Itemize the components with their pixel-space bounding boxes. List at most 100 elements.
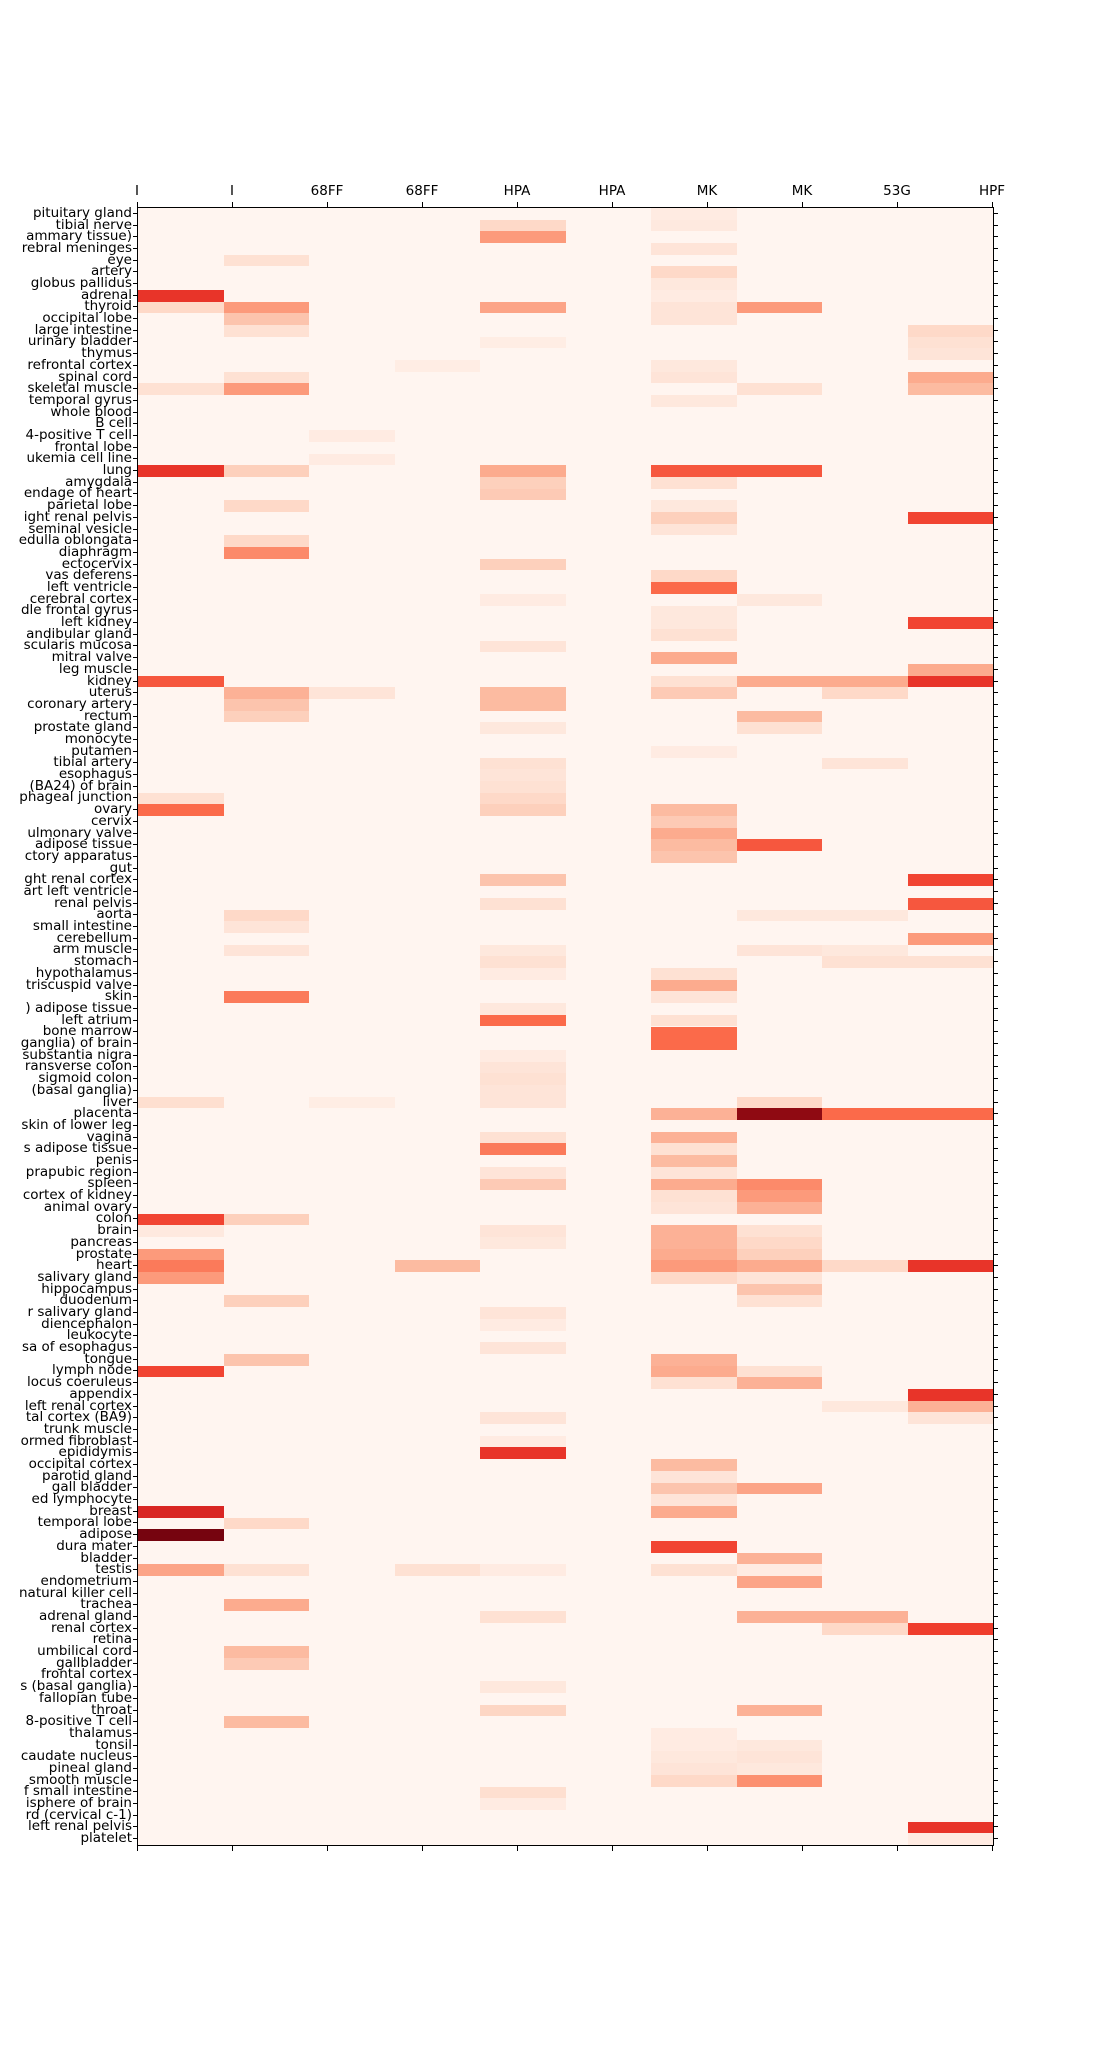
tick-mark bbox=[133, 949, 137, 951]
heatmap-cell bbox=[736, 1248, 822, 1261]
row-label: monocyte bbox=[64, 731, 132, 748]
heatmap-cell bbox=[651, 1751, 737, 1764]
tick-mark bbox=[133, 1276, 137, 1278]
row-label: putamen bbox=[71, 742, 132, 759]
heatmap-cell bbox=[480, 1564, 566, 1577]
row-label: s adipose tissue bbox=[23, 1140, 132, 1157]
heatmap-cell bbox=[223, 1295, 309, 1308]
tick-mark bbox=[133, 633, 137, 635]
tick-mark bbox=[133, 1089, 137, 1091]
tick-mark bbox=[517, 1846, 518, 1851]
row-label: left renal pelvis bbox=[28, 1818, 132, 1835]
tick-mark bbox=[994, 540, 998, 542]
tick-mark bbox=[994, 1171, 998, 1173]
row-label: thyroid bbox=[84, 298, 132, 315]
heatmap-cell bbox=[480, 1798, 566, 1810]
row-label: art left ventricle bbox=[23, 883, 133, 900]
heatmap-cell bbox=[651, 1728, 737, 1740]
heatmap-cell bbox=[651, 675, 737, 688]
heatmap-cell bbox=[480, 1236, 566, 1249]
tick-mark bbox=[994, 1721, 998, 1723]
heatmap-cell bbox=[822, 1400, 908, 1413]
tick-mark bbox=[133, 1113, 137, 1115]
heatmap-cell bbox=[223, 383, 309, 396]
tick-mark bbox=[133, 914, 137, 916]
heatmap-cell bbox=[480, 1447, 566, 1460]
tick-mark bbox=[994, 1756, 998, 1758]
tick-mark bbox=[994, 1662, 998, 1664]
heatmap-cell bbox=[480, 231, 566, 244]
heatmap-cell bbox=[736, 1576, 822, 1588]
tick-mark bbox=[133, 797, 137, 799]
tick-mark bbox=[133, 1463, 137, 1465]
tick-mark bbox=[707, 1846, 708, 1851]
tick-mark bbox=[133, 668, 137, 670]
tick-mark bbox=[994, 1428, 998, 1430]
heatmap-cell bbox=[907, 348, 993, 360]
row-label: occipital lobe bbox=[42, 310, 132, 327]
row-label: ght renal cortex bbox=[24, 871, 132, 888]
heatmap-cell bbox=[223, 465, 309, 477]
tick-mark bbox=[994, 271, 998, 273]
heatmap-cell bbox=[651, 968, 737, 980]
tick-mark bbox=[133, 1265, 137, 1267]
tick-mark bbox=[133, 294, 137, 296]
tick-mark bbox=[133, 1487, 137, 1489]
heatmap-cell bbox=[651, 570, 737, 583]
heatmap-cell bbox=[651, 1131, 737, 1144]
tick-mark bbox=[994, 1779, 998, 1781]
heatmap-cell bbox=[480, 757, 566, 770]
heatmap-cell bbox=[480, 476, 566, 489]
row-label: rectum bbox=[84, 707, 132, 724]
tick-mark bbox=[994, 902, 998, 904]
heatmap-cell bbox=[822, 909, 908, 922]
tick-mark bbox=[133, 1686, 137, 1688]
heatmap-cell bbox=[907, 664, 993, 676]
heatmap-cell bbox=[651, 851, 737, 863]
tick-mark bbox=[994, 972, 998, 974]
tick-mark bbox=[422, 202, 423, 207]
row-label: cerebral cortex bbox=[29, 590, 132, 607]
tick-mark bbox=[133, 1534, 137, 1536]
tick-mark bbox=[994, 891, 998, 893]
heatmap-cell bbox=[736, 1377, 822, 1389]
tick-mark bbox=[994, 1019, 998, 1021]
row-label: fallopian tube bbox=[39, 1689, 132, 1706]
heatmap-cell bbox=[736, 839, 822, 852]
tick-mark bbox=[994, 294, 998, 296]
tick-mark bbox=[133, 1171, 137, 1173]
heatmap-cell bbox=[651, 1026, 737, 1039]
heatmap-cell bbox=[223, 1657, 309, 1670]
tick-mark bbox=[133, 399, 137, 401]
heatmap-cell bbox=[480, 1681, 566, 1693]
row-label: prostate bbox=[75, 1245, 132, 1262]
tick-mark bbox=[133, 1452, 137, 1454]
tick-mark bbox=[612, 202, 613, 207]
row-label: isphere of brain bbox=[25, 1795, 132, 1812]
tick-mark bbox=[133, 1206, 137, 1208]
heatmap-cell bbox=[736, 465, 822, 477]
heatmap-cell bbox=[138, 1260, 224, 1273]
tick-mark bbox=[802, 1846, 803, 1851]
tick-mark bbox=[133, 739, 137, 741]
heatmap-cell bbox=[651, 1482, 737, 1495]
row-label: large intestine bbox=[34, 321, 132, 338]
tick-mark bbox=[994, 657, 998, 659]
tick-mark bbox=[133, 902, 137, 904]
tick-mark bbox=[133, 364, 137, 366]
tick-mark bbox=[994, 949, 998, 951]
tick-mark bbox=[994, 996, 998, 998]
heatmap-cell bbox=[223, 687, 309, 700]
tick-mark bbox=[994, 1031, 998, 1033]
row-label: aorta bbox=[96, 906, 132, 923]
row-label: seminal vesicle bbox=[28, 520, 132, 537]
row-label: f small intestine bbox=[23, 1783, 132, 1800]
heatmap-cell bbox=[736, 1272, 822, 1284]
tick-mark bbox=[133, 645, 137, 647]
tick-mark bbox=[133, 785, 137, 787]
heatmap-cell bbox=[223, 1716, 309, 1729]
row-label: sa of esophagus bbox=[21, 1339, 132, 1356]
tick-mark bbox=[994, 1136, 998, 1138]
row-label: vagina bbox=[86, 1128, 132, 1145]
tick-mark bbox=[994, 364, 998, 366]
